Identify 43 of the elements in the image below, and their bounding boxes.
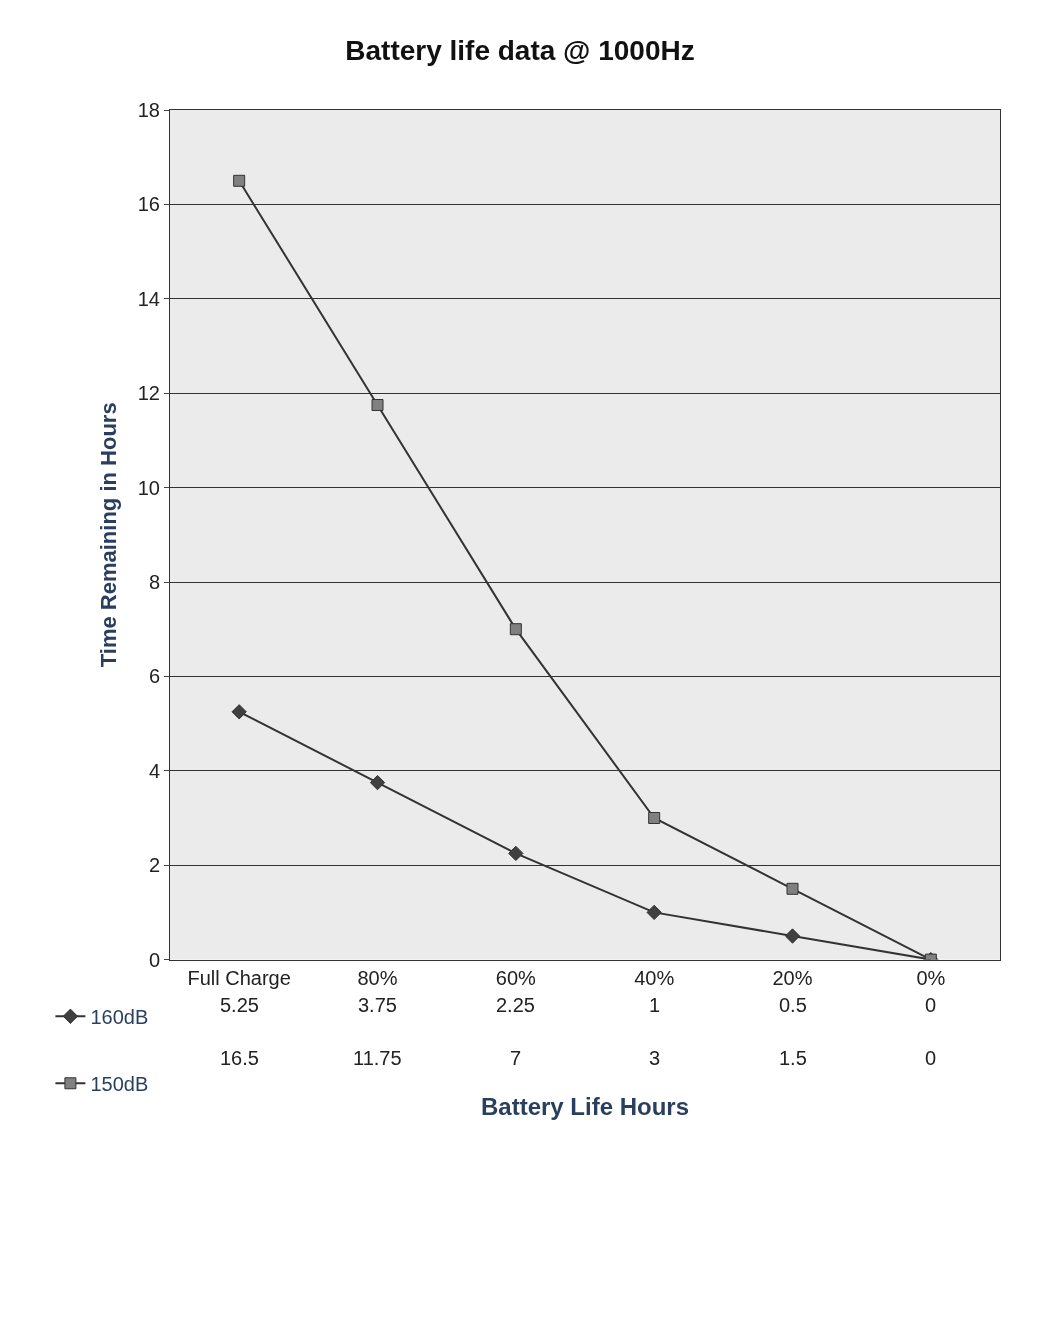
data-label: 7 — [510, 1047, 522, 1069]
point — [508, 845, 524, 862]
point — [648, 812, 661, 824]
data-label: 0 — [925, 1047, 937, 1069]
point — [233, 174, 246, 187]
data-label: 11.75 — [353, 1047, 402, 1069]
legend-label: 160dB — [90, 1006, 149, 1029]
y-tick-label: 6 — [148, 665, 160, 688]
data-label: 1 — [649, 994, 661, 1016]
x-tick-label: 40% — [634, 966, 675, 989]
data-label: 0.5 — [779, 994, 807, 1016]
y-axis-title: Time Remaining in Hours — [95, 402, 121, 668]
x-tick-label: 60% — [495, 966, 537, 989]
point — [784, 928, 801, 944]
y-tick-label: 2 — [148, 854, 160, 877]
x-axis-title: Battery Life Hours — [480, 1092, 690, 1120]
y-tick-label: 8 — [148, 571, 160, 593]
y-tick-label: 0 — [148, 948, 160, 971]
point — [371, 399, 384, 411]
data-label: 5.25 — [220, 994, 259, 1016]
point — [369, 774, 386, 791]
point — [646, 904, 662, 921]
x-tick-label: 80% — [357, 966, 398, 989]
legend-label: 150dB — [90, 1073, 149, 1096]
point — [786, 882, 799, 895]
point — [231, 704, 247, 720]
y-tick-label: 14 — [137, 287, 160, 310]
x-tick-label: 20% — [772, 966, 813, 989]
y-tick-label: 18 — [137, 99, 160, 121]
data-label: 16.5 — [220, 1047, 259, 1069]
y-tick-label: 16 — [137, 193, 160, 216]
data-label: 0 — [925, 994, 937, 1016]
y-tick-label: 12 — [137, 382, 160, 405]
x-tick-label: Full Charge — [187, 966, 291, 989]
data-label: 3 — [649, 1047, 661, 1069]
chart-title: Battery life data @ 1000Hz — [345, 34, 695, 66]
data-label: 2.25 — [496, 994, 535, 1016]
data-label: 3.75 — [358, 994, 397, 1016]
point — [509, 623, 522, 636]
x-tick-label: 0% — [916, 966, 946, 989]
y-tick-label: 10 — [137, 476, 160, 499]
y-tick-label: 4 — [148, 759, 160, 782]
data-label: 1.5 — [779, 1047, 807, 1069]
